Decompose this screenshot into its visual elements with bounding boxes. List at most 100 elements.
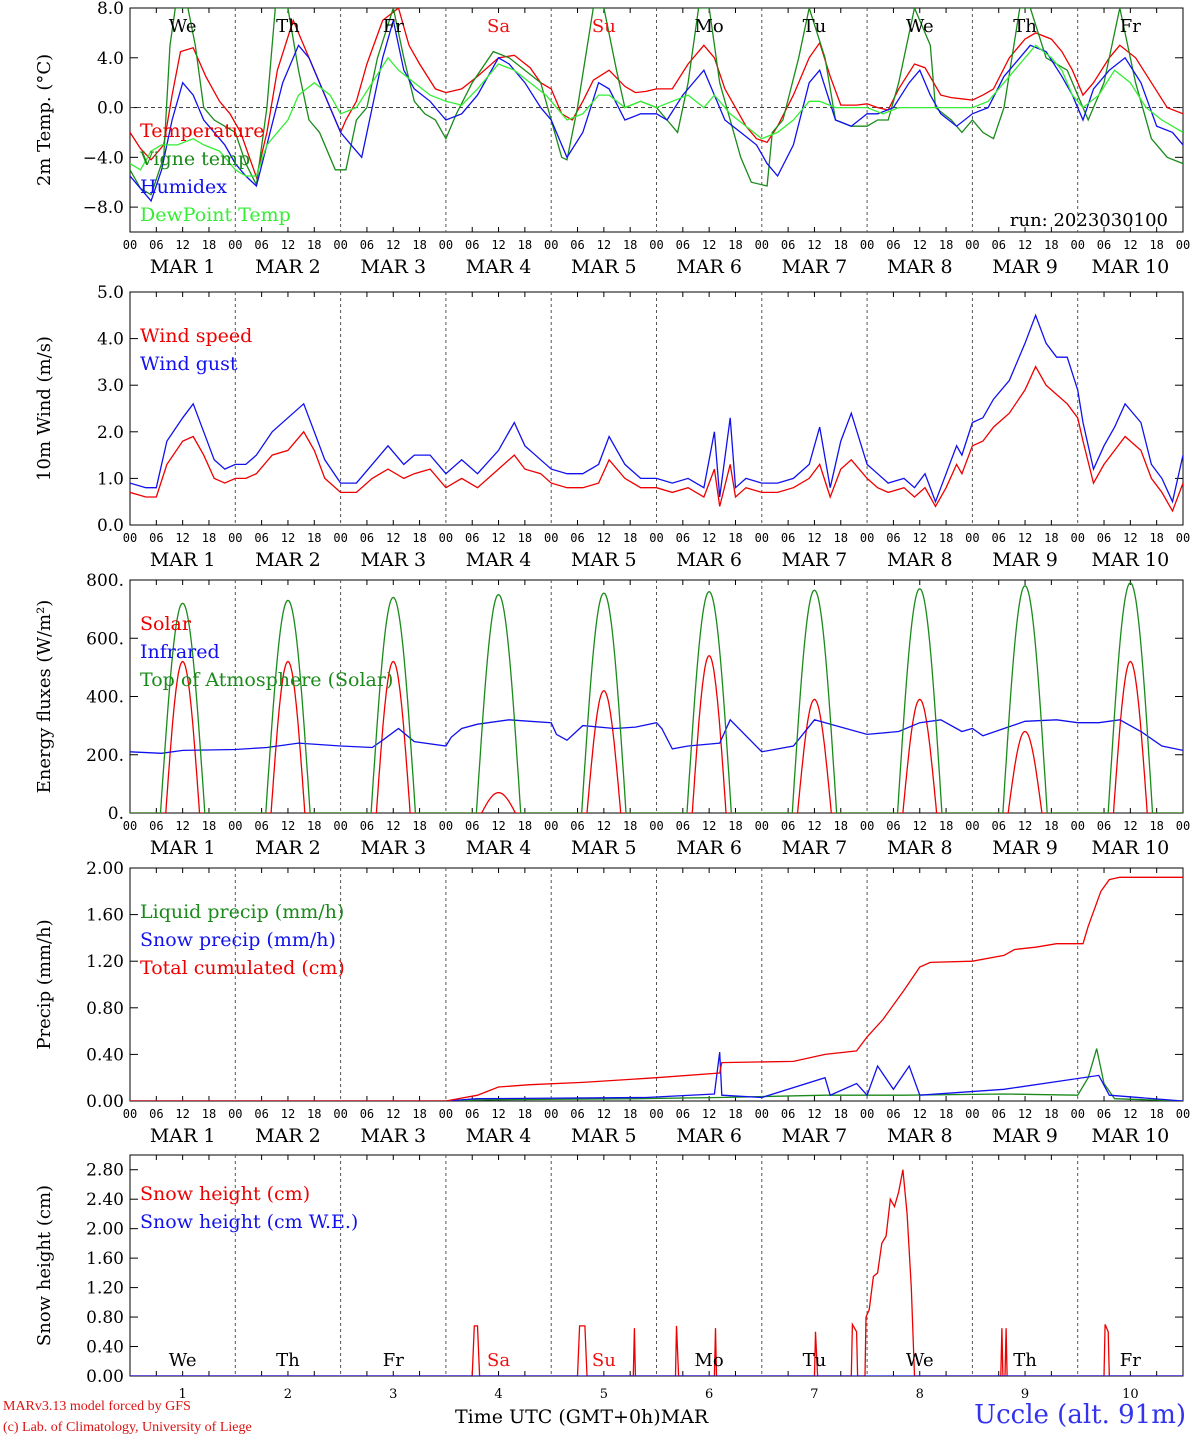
- y-tick-label: 400.: [86, 688, 124, 708]
- x-hour-label: 12: [281, 819, 295, 833]
- x-hour-label: 00: [755, 531, 769, 545]
- y-axis-label: Precip (mm/h): [34, 919, 55, 1049]
- legend-entry: Liquid precip (mm/h): [140, 901, 344, 923]
- series-group: [130, 876, 1183, 1101]
- x-hour-label: 18: [834, 819, 848, 833]
- x-date-label: MAR 10: [1091, 837, 1169, 859]
- x-date-label: MAR 1: [150, 549, 216, 571]
- panel-temp: 8.0 4.0 0.0 −4.0 −8.0 2m Temp. (°C) Temperatur…: [34, 0, 1190, 278]
- x-date-label: MAR 10: [1091, 256, 1169, 278]
- x-hour-label: 00: [965, 238, 979, 252]
- x-date-label: MAR 4: [466, 1125, 532, 1147]
- x-hour-label: 18: [939, 1107, 953, 1121]
- y-tick-label: 2.0: [97, 423, 124, 443]
- x-hour-label: 06: [570, 531, 584, 545]
- x-hour-label: 06: [570, 1107, 584, 1121]
- x-hour-label: 18: [518, 238, 532, 252]
- legend-entry: Infrared: [140, 641, 220, 663]
- x-hour-label: 18: [518, 1107, 532, 1121]
- x-hour-label: 00: [1070, 238, 1084, 252]
- y-axis-label: Energy fluxes (W/m²): [34, 600, 55, 794]
- x-hour-label: 06: [781, 1107, 795, 1121]
- x-hour-label: 18: [202, 238, 216, 252]
- x-day-number: 7: [810, 1387, 818, 1402]
- weekday-label: Th: [276, 16, 300, 37]
- x-hour-label: 00: [755, 819, 769, 833]
- y-tick-label: 2.80: [86, 1161, 124, 1181]
- y-tick-label: 2.00: [86, 1220, 124, 1240]
- x-hour-label: 06: [360, 531, 374, 545]
- y-tick-label: 0.: [108, 804, 124, 824]
- x-date-label: MAR 2: [255, 1125, 321, 1147]
- x-day-number: 5: [600, 1387, 608, 1402]
- x-hour-label: 12: [702, 819, 716, 833]
- x-date-label: MAR 8: [887, 256, 953, 278]
- y-tick-label: 3.0: [97, 376, 124, 396]
- x-hour-label: 00: [1070, 531, 1084, 545]
- x-date-label: MAR 1: [150, 1125, 216, 1147]
- x-hour-label: 12: [913, 1107, 927, 1121]
- x-hour-label: 18: [307, 1107, 321, 1121]
- x-hour-label: 12: [1018, 1107, 1032, 1121]
- weekday-label: Tu: [803, 1350, 827, 1371]
- y-tick-label: 1.60: [86, 906, 124, 926]
- y-axis-label: 10m Wind (m/s): [34, 336, 55, 481]
- x-hour-label: 00: [860, 819, 874, 833]
- x-hour-label: 00: [439, 1107, 453, 1121]
- x-hour-label: 12: [702, 531, 716, 545]
- x-date-label: MAR 8: [887, 549, 953, 571]
- x-date-label: MAR 9: [992, 256, 1058, 278]
- x-hour-label: 12: [175, 238, 189, 252]
- x-date-label: MAR 6: [676, 1125, 742, 1147]
- x-hour-label: 18: [412, 819, 426, 833]
- series-line-dewpoint-temp: [130, 44, 1183, 177]
- x-hour-label: 06: [1097, 1107, 1111, 1121]
- x-hour-label: 18: [1149, 1107, 1163, 1121]
- weekday-label: Su: [592, 16, 616, 37]
- x-hour-label: 18: [1149, 238, 1163, 252]
- x-hour-label: 18: [939, 238, 953, 252]
- x-hour-label: 00: [123, 531, 137, 545]
- x-hour-label: 06: [254, 1107, 268, 1121]
- x-hour-label: 00: [123, 819, 137, 833]
- x-hour-label: 12: [913, 531, 927, 545]
- x-hour-label: 18: [1044, 819, 1058, 833]
- series-line-solar: [130, 654, 1183, 813]
- x-hour-label: 18: [412, 1107, 426, 1121]
- weekday-label: Mo: [695, 1350, 724, 1371]
- x-hour-label: 06: [1097, 819, 1111, 833]
- y-tick-label: 1.60: [86, 1249, 124, 1269]
- x-hour-label: 18: [1044, 1107, 1058, 1121]
- x-hour-label: 06: [676, 531, 690, 545]
- y-tick-label: 2.40: [86, 1190, 124, 1210]
- y-axis-label: Snow height (cm): [34, 1185, 55, 1346]
- y-tick-label: 0.40: [86, 1338, 124, 1358]
- x-hour-label: 06: [991, 1107, 1005, 1121]
- x-hour-label: 12: [597, 819, 611, 833]
- x-hour-label: 06: [781, 819, 795, 833]
- x-hour-label: 00: [333, 819, 347, 833]
- x-hour-label: 18: [307, 238, 321, 252]
- series-line-infrared: [130, 718, 1183, 754]
- y-tick-label: −8.0: [83, 198, 124, 218]
- x-hour-label: 18: [728, 1107, 742, 1121]
- x-date-label: MAR 2: [255, 837, 321, 859]
- x-hour-label: 00: [965, 1107, 979, 1121]
- y-axis-label: 2m Temp. (°C): [34, 54, 55, 186]
- x-date-label: MAR 6: [676, 256, 742, 278]
- x-hour-label: 18: [202, 819, 216, 833]
- x-date-label: MAR 3: [360, 1125, 426, 1147]
- x-date-label: MAR 7: [782, 837, 848, 859]
- x-date-label: MAR 10: [1091, 1125, 1169, 1147]
- weekday-label: Tu: [803, 16, 827, 37]
- y-tick-label: 1.20: [86, 1279, 124, 1299]
- x-hour-label: 00: [755, 1107, 769, 1121]
- panel-energy: 800. 600. 400. 200. 0. Energy fluxes (W/m²) So…: [34, 571, 1190, 859]
- x-hour-label: 00: [965, 531, 979, 545]
- y-tick-label: 0.0: [97, 516, 124, 536]
- x-day-number: 8: [916, 1387, 924, 1402]
- station-name: Uccle (alt. 91m): [974, 1400, 1186, 1430]
- y-tick-label: 4.0: [97, 49, 124, 69]
- x-date-label: MAR 7: [782, 549, 848, 571]
